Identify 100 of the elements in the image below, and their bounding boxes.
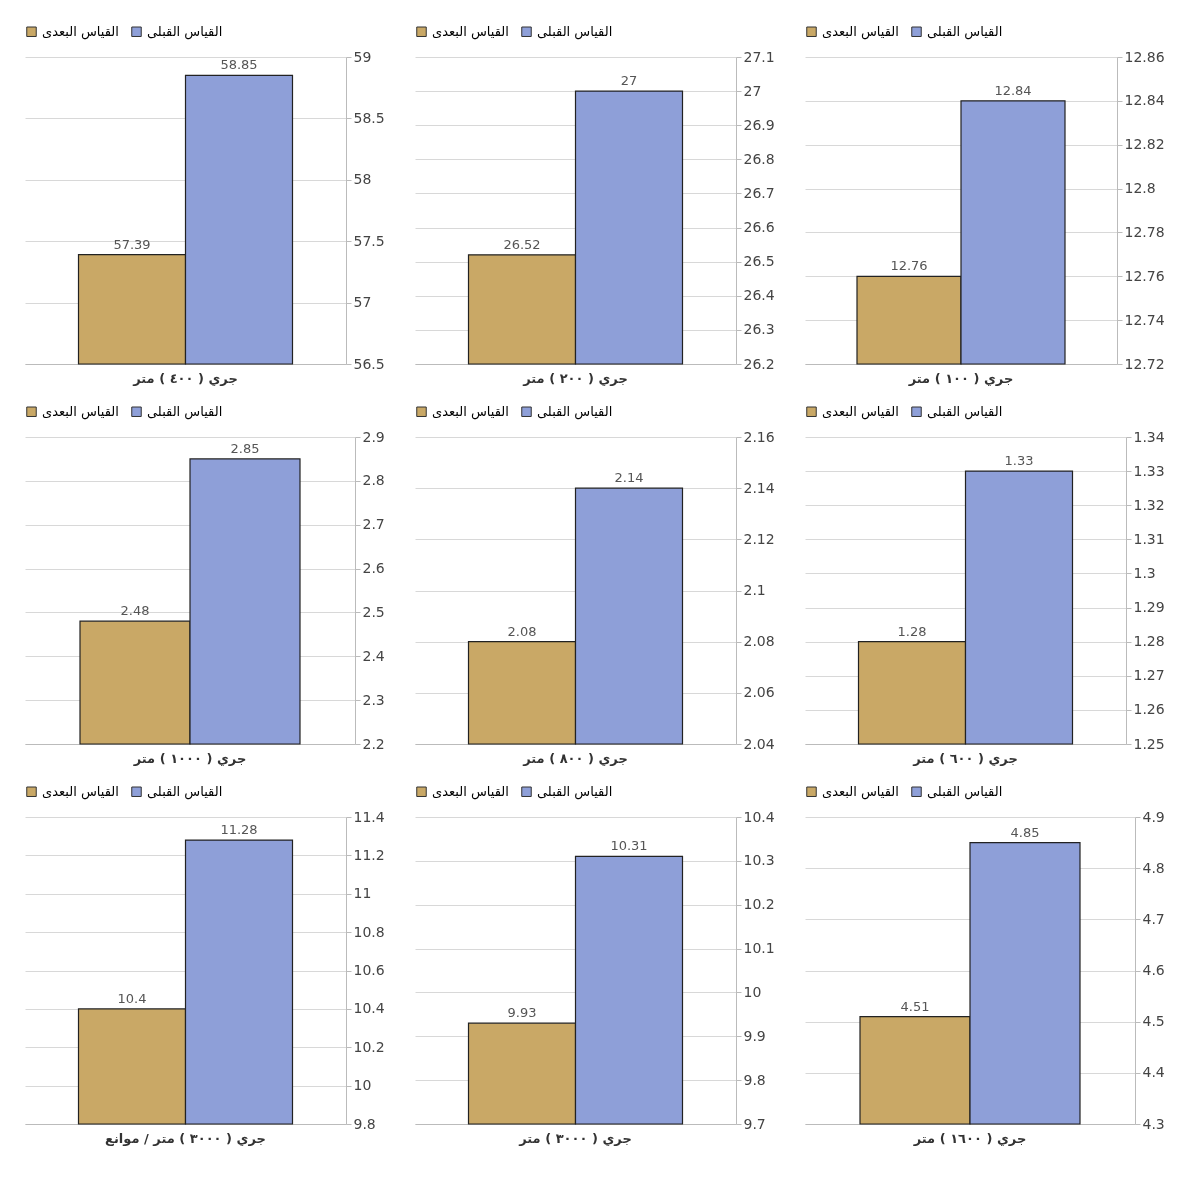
y-tick-label: 2.9 [362, 428, 385, 445]
y-tick-label: 4.5 [1142, 1013, 1165, 1030]
legend-label: القياس القبلى [927, 23, 1003, 40]
y-tick-label: 26.8 [743, 150, 775, 167]
y-tick-label: 27 [743, 82, 762, 99]
data-label: 4.85 [1010, 824, 1040, 840]
y-tick-label: 57.5 [353, 232, 385, 249]
y-tick-label: 26.5 [743, 253, 775, 270]
data-label: 2.08 [507, 623, 537, 639]
legend-label: القياس القبلى [537, 403, 613, 420]
y-tick-label: 2.16 [743, 428, 775, 445]
data-label: 2.85 [230, 440, 260, 456]
y-tick-label: 11.2 [353, 846, 385, 863]
y-tick-label: 10 [353, 1077, 372, 1094]
data-label: 9.93 [507, 1005, 537, 1021]
data-label: 57.39 [113, 236, 151, 252]
y-tick-label: 12.84 [1124, 92, 1165, 109]
y-tick-label: 2.04 [743, 735, 775, 752]
y-tick-label: 12.82 [1124, 136, 1165, 153]
y-tick-label: 1.34 [1133, 428, 1165, 445]
legend-label: القياس القبلى [537, 23, 613, 40]
y-tick-label: 12.78 [1124, 223, 1165, 240]
y-tick-label: 59 [353, 48, 372, 65]
legend-label: القياس البعدى [432, 783, 509, 800]
y-tick-label: 2.3 [362, 691, 385, 708]
legend-label: القياس البعدى [822, 403, 899, 420]
y-tick-label: 11.4 [353, 808, 385, 825]
y-tick-label: 56.5 [353, 355, 385, 372]
data-label: 26.52 [503, 236, 541, 252]
y-tick-label: 26.7 [743, 184, 775, 201]
x-tick-label: جري ( ٣٠٠٠ ) متر [518, 1130, 632, 1146]
y-tick-label: 12.76 [1124, 267, 1165, 284]
data-label: 2.48 [120, 603, 150, 619]
y-tick-label: 1.33 [1133, 462, 1165, 479]
y-tick-label: 2.06 [743, 684, 775, 701]
y-tick-label: 10.6 [353, 962, 385, 978]
legend-label: القياس البعدى [822, 783, 899, 800]
y-tick-label: 2.7 [362, 516, 385, 533]
y-tick-label: 9.9 [743, 1027, 766, 1044]
data-label: 4.51 [900, 998, 930, 1014]
data-label: 1.33 [1004, 453, 1034, 469]
y-tick-label: 9.7 [743, 1115, 766, 1132]
legend-label: القياس البعدى [42, 783, 119, 800]
y-tick-label: 10.1 [743, 940, 775, 957]
y-tick-label: 4.7 [1142, 910, 1165, 927]
y-tick-label: 1.26 [1133, 701, 1165, 718]
y-tick-label: 10.2 [743, 896, 775, 913]
y-tick-label: 4.6 [1142, 962, 1165, 978]
y-tick-label: 26.4 [743, 287, 775, 304]
y-tick-label: 58 [353, 171, 372, 188]
x-tick-label: جري ( ٣٠٠٠ ) متر / موانع [105, 1130, 266, 1146]
data-label: 12.76 [890, 258, 928, 274]
y-tick-label: 10.3 [743, 852, 775, 869]
x-tick-label: جري ( ١٦٠٠ ) متر [912, 1130, 1027, 1146]
y-tick-label: 26.2 [743, 355, 775, 372]
y-tick-label: 2.1 [743, 582, 766, 598]
x-tick-label: جري ( ١٠٠ ) متر [907, 370, 1014, 386]
x-tick-label: جري ( ٨٠٠ ) متر [522, 750, 628, 766]
data-label: 11.28 [220, 822, 258, 838]
y-tick-label: 2.2 [362, 735, 385, 752]
y-tick-label: 2.6 [362, 560, 385, 577]
y-tick-label: 1.28 [1133, 633, 1165, 650]
y-tick-label: 10.4 [353, 1000, 385, 1017]
y-tick-label: 27.1 [743, 48, 775, 65]
y-tick-label: 12.74 [1124, 311, 1165, 328]
y-tick-label: 12.72 [1124, 355, 1165, 372]
y-tick-label: 4.4 [1142, 1064, 1165, 1081]
y-tick-label: 9.8 [743, 1071, 766, 1088]
y-tick-label: 10.8 [353, 923, 385, 940]
data-label: 27 [620, 73, 638, 89]
y-tick-label: 26.6 [743, 219, 775, 236]
data-label: 10.4 [117, 990, 147, 1006]
y-tick-label: 10 [743, 983, 762, 1000]
y-tick-label: 12.86 [1124, 48, 1165, 65]
y-tick-label: 4.3 [1142, 1115, 1165, 1132]
y-tick-label: 1.3 [1133, 564, 1156, 581]
legend-label: القياس البعدى [42, 403, 119, 420]
y-tick-label: 26.3 [743, 321, 775, 338]
legend-label: القياس البعدى [822, 23, 899, 40]
y-tick-label: 1.32 [1133, 496, 1165, 513]
y-tick-label: 4.8 [1142, 859, 1165, 876]
legend-label: القياس القبلى [927, 783, 1003, 800]
data-label: 58.85 [220, 57, 258, 73]
y-tick-label: 11 [353, 885, 372, 902]
y-tick-label: 57 [353, 294, 372, 311]
data-label: 10.31 [610, 838, 648, 854]
legend-label: القياس البعدى [432, 403, 509, 420]
x-tick-label: جري ( ٤٠٠ ) متر [132, 370, 238, 386]
y-tick-label: 1.27 [1133, 667, 1165, 684]
data-label: 2.14 [614, 470, 644, 486]
y-tick-label: 26.9 [743, 116, 775, 133]
y-tick-label: 12.8 [1124, 180, 1156, 197]
data-label: 12.84 [994, 82, 1032, 98]
x-tick-label: جري ( ٦٠٠ ) متر [912, 750, 1018, 766]
y-tick-label: 10.4 [743, 808, 775, 825]
y-tick-label: 2.12 [743, 530, 775, 547]
y-tick-label: 1.25 [1133, 735, 1165, 752]
x-tick-label: جري ( ١٠٠٠ ) متر [132, 750, 247, 766]
legend-label: القياس القبلى [927, 403, 1003, 420]
legend-label: القياس القبلى [147, 783, 223, 800]
